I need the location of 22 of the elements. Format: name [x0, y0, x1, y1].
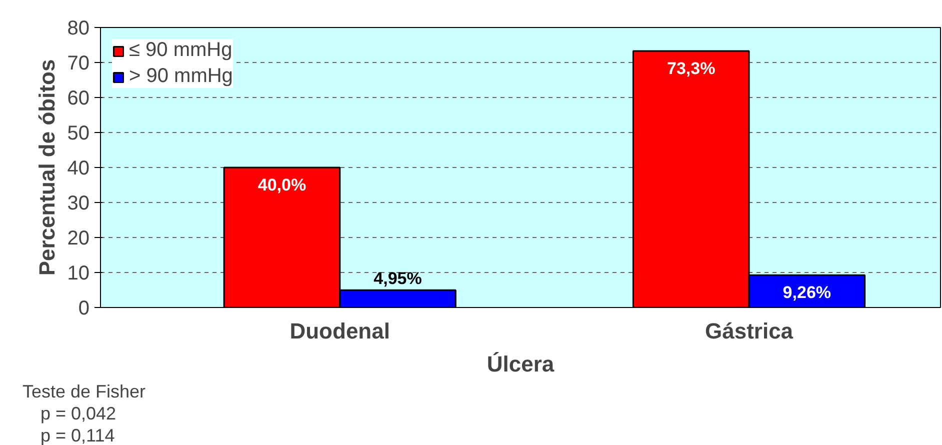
y-axis-title: Percentual de óbitos [34, 59, 60, 276]
y-tick-label: 80 [67, 18, 90, 40]
data-label: 4,95% [374, 269, 422, 288]
y-tick-label: 40 [67, 158, 90, 180]
legend-label: > 90 mmHg [129, 65, 233, 88]
legend-label: ≤ 90 mmHg [129, 39, 232, 62]
data-label: 40,0% [258, 176, 306, 194]
data-label: 73,3% [667, 58, 716, 78]
text: Teste de Fisher [22, 382, 146, 402]
x-tick-label: Gástrica [704, 318, 794, 344]
y-tick-label: 30 [67, 192, 90, 214]
y-tick-label: 70 [67, 52, 90, 74]
y-tick-label: 10 [67, 262, 90, 284]
y-tick-label: 0 [78, 298, 90, 320]
y-tick-label: 50 [67, 122, 90, 144]
x-tick-label: Duodenal [290, 318, 390, 344]
y-tick-label: 60 [67, 88, 90, 110]
x-axis-title: Úlcera [486, 352, 555, 376]
text: p = 0,042 [40, 404, 116, 424]
y-tick-label: 20 [67, 228, 90, 250]
text: p = 0,114 [40, 426, 115, 445]
data-label: 9,26% [782, 283, 832, 302]
